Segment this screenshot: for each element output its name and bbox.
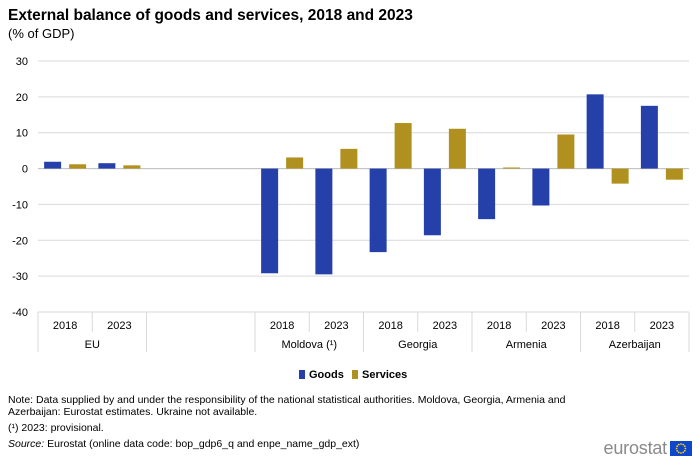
bar-services (286, 157, 304, 169)
bar-services (69, 164, 87, 169)
y-tick-label: -40 (12, 307, 28, 319)
bar-services (503, 167, 521, 169)
chart-source: Source: Eurostat (online data code: bop_… (8, 438, 359, 450)
bar-goods (44, 161, 62, 169)
x-tick-year: 2023 (650, 320, 674, 332)
bar-goods (315, 168, 333, 275)
y-tick-label: 10 (16, 128, 28, 140)
bar-chart: 30 20 10 0 -10 -20 -30 -40 2018 2023 EU 2018 2023 Mol… (12, 56, 690, 381)
x-tick-year: 2023 (324, 320, 348, 332)
x-tick-year: 2023 (107, 320, 131, 332)
y-tick-label: 20 (16, 92, 28, 104)
x-group-label: Azerbaijan (609, 339, 661, 351)
chart-footnote: (¹) 2023: provisional. (8, 422, 104, 434)
bar-goods (423, 168, 441, 236)
logo-text: eurostat (603, 438, 668, 458)
legend-swatch-goods (299, 370, 305, 379)
eurostat-logo: eurostat (604, 438, 692, 459)
source-text: Eurostat (online data code: bop_gdp6_q a… (44, 438, 360, 450)
chart-title: External balance of goods and services, … (8, 7, 413, 24)
legend-label-services: Services (362, 369, 407, 381)
bar-services (394, 123, 412, 169)
chart-subtitle: (% of GDP) (8, 26, 75, 41)
bar-goods (532, 168, 550, 206)
bar-goods (369, 168, 387, 253)
x-tick-year: 2018 (487, 320, 511, 332)
bar-services (448, 128, 466, 169)
bar-services (340, 148, 358, 169)
bar-services (123, 165, 141, 169)
y-tick-label: 30 (16, 56, 28, 68)
x-tick-year: 2018 (53, 320, 77, 332)
y-tick-label: -10 (12, 199, 28, 211)
x-group-label: EU (85, 339, 100, 351)
x-tick-year: 2018 (378, 320, 402, 332)
bar-goods (478, 168, 496, 220)
x-tick-year: 2023 (433, 320, 457, 332)
bar-goods (640, 105, 658, 169)
x-group-label: Moldova (¹) (281, 339, 337, 351)
bar-services (665, 168, 683, 180)
y-tick-label: -30 (12, 271, 28, 283)
bar-services (611, 168, 629, 184)
bar-goods (261, 168, 279, 274)
y-tick-label: 0 (22, 164, 28, 176)
y-tick-label: -20 (12, 235, 28, 247)
legend-swatch-services (352, 370, 358, 379)
source-label: Source: (8, 438, 45, 450)
x-group-label: Armenia (506, 339, 548, 351)
eu-flag-icon (670, 441, 692, 456)
bar-goods (98, 163, 116, 169)
x-tick-year: 2023 (541, 320, 565, 332)
chart-note: Note: Data supplied by and under the res… (8, 394, 566, 418)
x-tick-year: 2018 (270, 320, 294, 332)
bar-goods (586, 94, 604, 169)
x-group-label: Georgia (398, 339, 438, 351)
x-tick-year: 2018 (595, 320, 619, 332)
legend-label-goods: Goods (309, 369, 344, 381)
bar-services (557, 134, 575, 169)
